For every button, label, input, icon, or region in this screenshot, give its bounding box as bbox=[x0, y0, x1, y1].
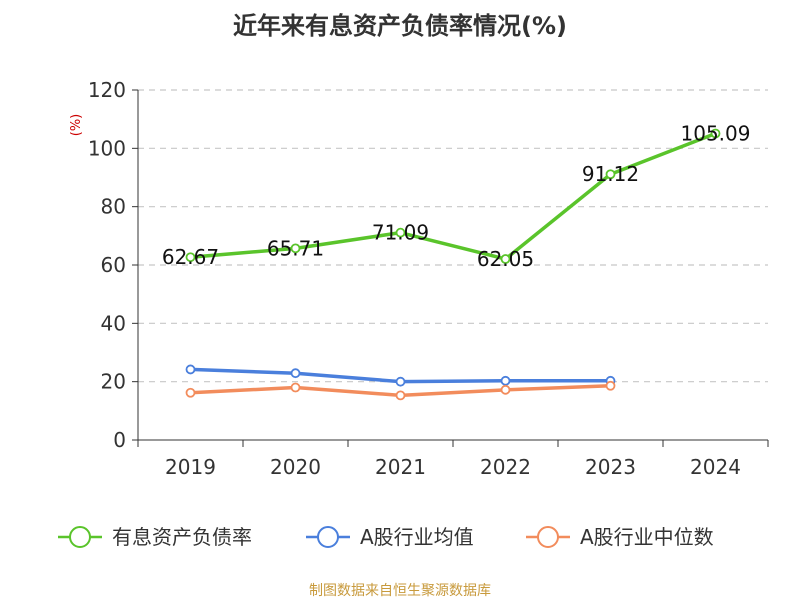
legend-item: A股行业均值 bbox=[306, 525, 474, 549]
data-label: 71.09 bbox=[372, 221, 429, 245]
legend-item: A股行业中位数 bbox=[526, 525, 714, 549]
data-point bbox=[395, 227, 406, 238]
series-1 bbox=[185, 364, 616, 387]
data-point bbox=[605, 169, 616, 180]
chart-title: 近年来有息资产负债率情况(%) bbox=[233, 12, 567, 40]
data-point bbox=[710, 128, 721, 139]
y-tick-label: 100 bbox=[88, 136, 126, 160]
grid-lines bbox=[138, 89, 768, 383]
y-tick-label: 120 bbox=[88, 78, 126, 102]
y-tick-label: 60 bbox=[101, 253, 126, 277]
series-line bbox=[190, 131, 717, 261]
x-tick-label: 2022 bbox=[480, 455, 531, 479]
y-tick-label: 80 bbox=[101, 195, 126, 219]
y-tick-label: 20 bbox=[101, 370, 126, 394]
legend-swatch-marker bbox=[537, 526, 559, 548]
data-label: 91.12 bbox=[582, 162, 639, 186]
data-point bbox=[500, 384, 511, 395]
data-point bbox=[395, 376, 406, 387]
legend-item: 有息资产负债率 bbox=[58, 525, 252, 549]
series-0 bbox=[185, 128, 721, 264]
y-axis-unit-label: (%) bbox=[69, 114, 84, 137]
data-point bbox=[605, 380, 616, 391]
data-label: 62.67 bbox=[162, 245, 219, 269]
legend-swatch-marker bbox=[317, 526, 339, 548]
data-point bbox=[500, 254, 511, 264]
x-tick-label: 2019 bbox=[165, 455, 216, 479]
y-tick-label: 0 bbox=[113, 428, 126, 452]
legend-label: 有息资产负债率 bbox=[112, 525, 252, 549]
data-point bbox=[290, 243, 301, 254]
x-tick-label: 2023 bbox=[585, 455, 636, 479]
x-tick-label: 2021 bbox=[375, 455, 426, 479]
legend-swatch-marker bbox=[69, 526, 91, 548]
legend-label: A股行业中位数 bbox=[580, 525, 714, 549]
axes: 0 20 40 60 80 100 120 2019 2020 2021 2022 2023 2024 bbox=[88, 78, 769, 479]
y-tick-label: 40 bbox=[101, 311, 126, 335]
data-point bbox=[185, 387, 196, 398]
x-tick-label: 2020 bbox=[270, 455, 321, 479]
data-label: 105.09 bbox=[681, 121, 751, 145]
data-label: 62.05 bbox=[477, 247, 534, 271]
data-label: 65.71 bbox=[267, 236, 324, 260]
series-layer bbox=[185, 128, 721, 401]
series-2 bbox=[185, 380, 616, 401]
data-point bbox=[185, 364, 196, 375]
legend-label: A股行业均值 bbox=[360, 525, 474, 549]
legend: 有息资产负债率 A股行业均值 A股行业中位数 bbox=[58, 525, 714, 549]
data-point bbox=[290, 382, 301, 393]
data-point bbox=[185, 252, 196, 263]
data-point bbox=[290, 368, 301, 379]
data-point bbox=[395, 390, 406, 401]
source-note: 制图数据来自恒生聚源数据库 bbox=[309, 583, 491, 599]
x-tick-label: 2024 bbox=[690, 455, 741, 479]
data-point bbox=[500, 375, 511, 386]
data-labels: 62.67 65.71 71.09 62.05 91.12 105.09 bbox=[162, 121, 751, 271]
